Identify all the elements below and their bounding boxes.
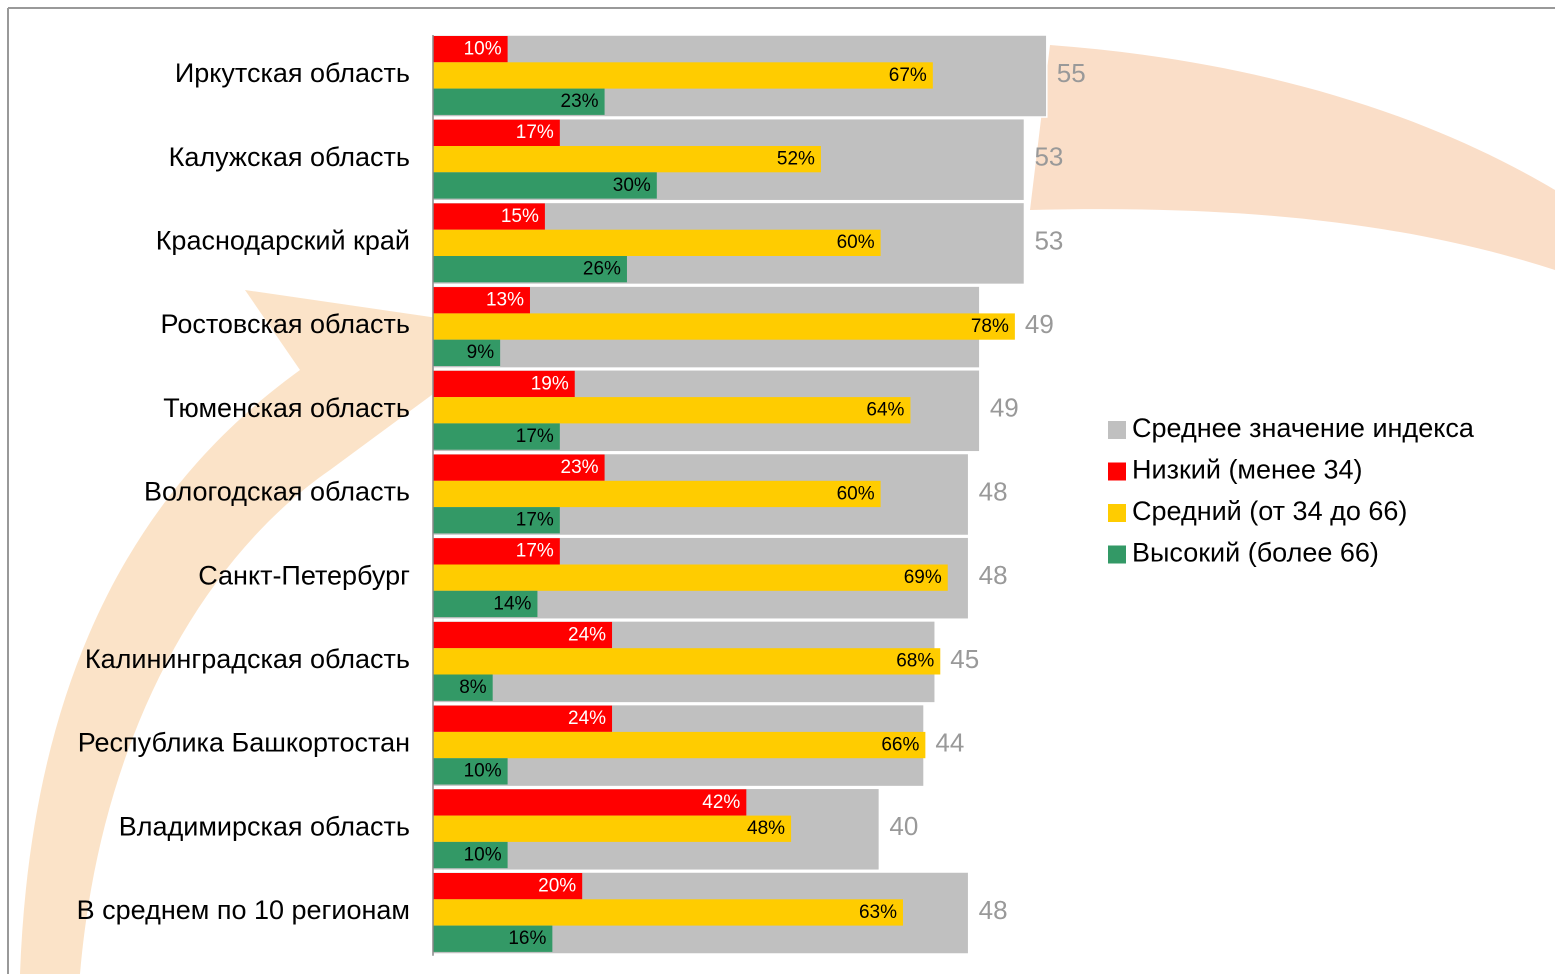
index-value: 45	[950, 644, 979, 674]
category-label: Ростовская область	[161, 309, 410, 339]
index-value: 55	[1057, 58, 1086, 88]
bar	[433, 229, 881, 256]
legend-label: Низкий (менее 34)	[1132, 455, 1362, 485]
value-label: 24%	[568, 708, 606, 729]
value-label: 8%	[459, 677, 487, 698]
value-label: 64%	[866, 400, 904, 421]
bar	[433, 841, 508, 869]
legend-swatch	[1108, 421, 1126, 439]
bar	[433, 789, 747, 816]
value-label: 60%	[837, 483, 875, 504]
bar	[433, 370, 575, 398]
bar	[433, 758, 508, 785]
value-label: 19%	[531, 373, 569, 394]
index-value: 49	[990, 393, 1019, 423]
value-label: 23%	[561, 91, 599, 112]
bar	[433, 705, 613, 732]
bar	[433, 674, 493, 701]
bar	[433, 119, 560, 146]
index-value: 40	[889, 811, 918, 841]
bar	[433, 88, 605, 115]
value-label: 10%	[464, 39, 502, 60]
index-value: 48	[979, 476, 1008, 506]
value-label: 24%	[568, 624, 606, 645]
category-label: Владимирская область	[119, 811, 410, 841]
bar	[433, 899, 903, 926]
value-label: 16%	[508, 928, 546, 949]
bar	[433, 287, 530, 314]
value-label: 42%	[702, 792, 740, 813]
bar	[433, 339, 501, 366]
index-value: 48	[979, 895, 1008, 925]
bar	[433, 538, 560, 565]
category-label: Республика Башкортостан	[78, 728, 410, 758]
legend-swatch	[1108, 462, 1126, 481]
value-label: 17%	[516, 541, 554, 562]
value-label: 69%	[904, 567, 942, 588]
category-label: Вологодская область	[144, 477, 410, 507]
bar	[433, 256, 627, 283]
bar	[433, 621, 613, 649]
category-label: В среднем по 10 регионам	[77, 895, 410, 925]
bar	[433, 62, 933, 89]
bar	[433, 507, 560, 534]
value-label: 20%	[538, 876, 576, 897]
value-label: 15%	[501, 206, 539, 227]
value-label: 68%	[896, 651, 934, 672]
index-value: 49	[1025, 309, 1054, 339]
legend-label: Среднее значение индекса	[1132, 413, 1475, 443]
value-label: 60%	[837, 232, 875, 253]
value-label: 78%	[971, 316, 1009, 337]
bar	[433, 454, 605, 481]
bar	[433, 172, 657, 199]
index-value: 53	[1034, 142, 1063, 172]
value-label: 17%	[516, 510, 554, 531]
legend-label: Высокий (более 66)	[1132, 538, 1379, 568]
category-label: Тюменская область	[163, 393, 410, 423]
bar	[433, 648, 941, 675]
index-value: 48	[979, 560, 1008, 590]
value-label: 17%	[516, 426, 554, 447]
bar	[433, 815, 792, 842]
value-label: 48%	[747, 818, 785, 839]
legend-label: Средний (от 34 до 66)	[1132, 496, 1407, 526]
value-label: 17%	[516, 122, 554, 143]
category-label: Иркутская область	[175, 58, 410, 88]
value-label: 26%	[583, 259, 621, 280]
value-label: 10%	[464, 761, 502, 782]
category-label: Краснодарский край	[156, 226, 410, 256]
bar	[433, 925, 553, 952]
legend-swatch	[1108, 545, 1126, 564]
index-value: 44	[935, 727, 964, 757]
value-label: 30%	[613, 175, 651, 196]
value-label: 10%	[464, 844, 502, 865]
value-label: 67%	[889, 65, 927, 86]
category-label: Санкт-Петербург	[198, 560, 410, 590]
value-label: 13%	[486, 290, 524, 311]
value-label: 14%	[493, 593, 531, 614]
bar	[433, 564, 948, 591]
category-label: Калужская область	[169, 142, 410, 172]
bar	[433, 423, 560, 450]
bar	[433, 146, 821, 173]
value-label: 52%	[777, 149, 815, 170]
value-label: 23%	[561, 457, 599, 478]
bar	[433, 480, 881, 508]
value-label: 63%	[859, 902, 897, 923]
bar	[433, 203, 545, 230]
bar	[433, 397, 911, 424]
bar	[433, 36, 508, 63]
plot: Иркутская область 10% 67% 23% 55 Калужская об…	[77, 34, 1475, 956]
legend-swatch	[1108, 504, 1126, 522]
value-label: 66%	[881, 734, 919, 755]
index-value: 53	[1034, 225, 1063, 255]
bar	[433, 590, 538, 618]
category-label: Калининградская область	[85, 644, 410, 674]
bar	[433, 873, 583, 900]
bar	[433, 313, 1015, 340]
bar	[433, 731, 926, 759]
value-label: 9%	[467, 342, 495, 363]
